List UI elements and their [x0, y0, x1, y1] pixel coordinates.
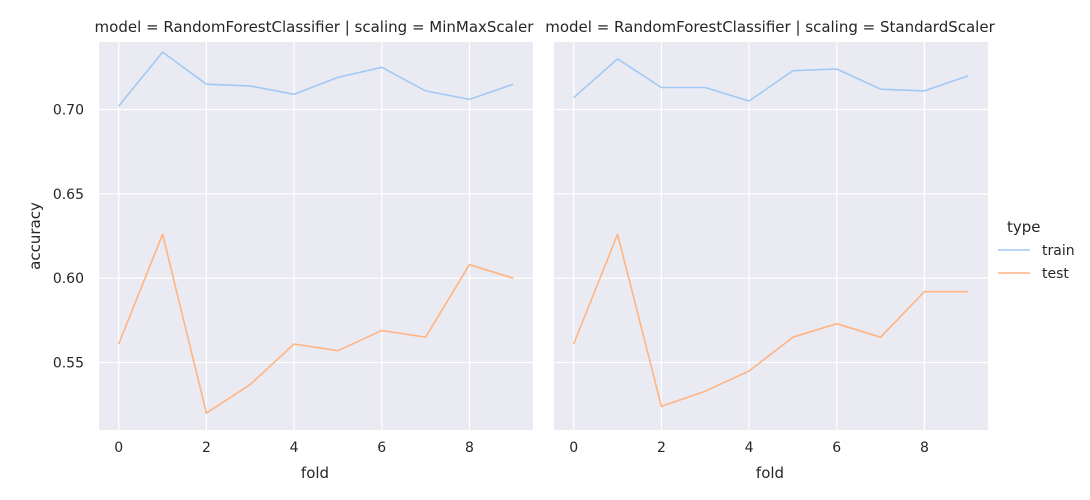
x-tick-label: 8: [920, 440, 929, 456]
panel-1-title: model = RandomForestClassifier | scaling…: [95, 18, 535, 36]
panel-2: 0 2 4 6 8: [554, 42, 988, 456]
legend: type train test: [998, 218, 1075, 282]
legend-title: type: [1007, 218, 1041, 236]
panel-1: 0 2 4 6 8 0.55 0.60 0.65 0.70: [53, 42, 533, 456]
x-tick-label: 2: [657, 440, 666, 456]
x-tick-label: 8: [465, 440, 474, 456]
series-line-test: [572, 233, 969, 408]
y-tick-label: 0.70: [53, 102, 84, 118]
panel-2-title: model = RandomForestClassifier | scaling…: [545, 18, 995, 36]
plot-area: [99, 42, 533, 430]
series-line-test: [117, 233, 514, 414]
plot-area: [554, 42, 988, 430]
series-line-train: [118, 51, 514, 107]
x-tick-label: 0: [569, 440, 578, 456]
legend-label-train: train: [1042, 243, 1075, 259]
panel-1-x-axis-label: fold: [301, 464, 329, 482]
x-tick-label: 0: [114, 440, 123, 456]
y-tick-label: 0.65: [53, 187, 84, 203]
series-line-train: [573, 58, 969, 102]
y-tick-label: 0.60: [53, 271, 84, 287]
y-tick-label: 0.55: [53, 356, 84, 372]
x-tick-label: 6: [832, 440, 841, 456]
legend-label-test: test: [1042, 266, 1069, 282]
x-tick-label: 4: [745, 440, 754, 456]
x-tick-label: 2: [202, 440, 211, 456]
y-axis-label: accuracy: [26, 202, 44, 270]
panel-2-x-axis-label: fold: [756, 464, 784, 482]
x-tick-label: 4: [290, 440, 299, 456]
x-tick-label: 6: [377, 440, 386, 456]
